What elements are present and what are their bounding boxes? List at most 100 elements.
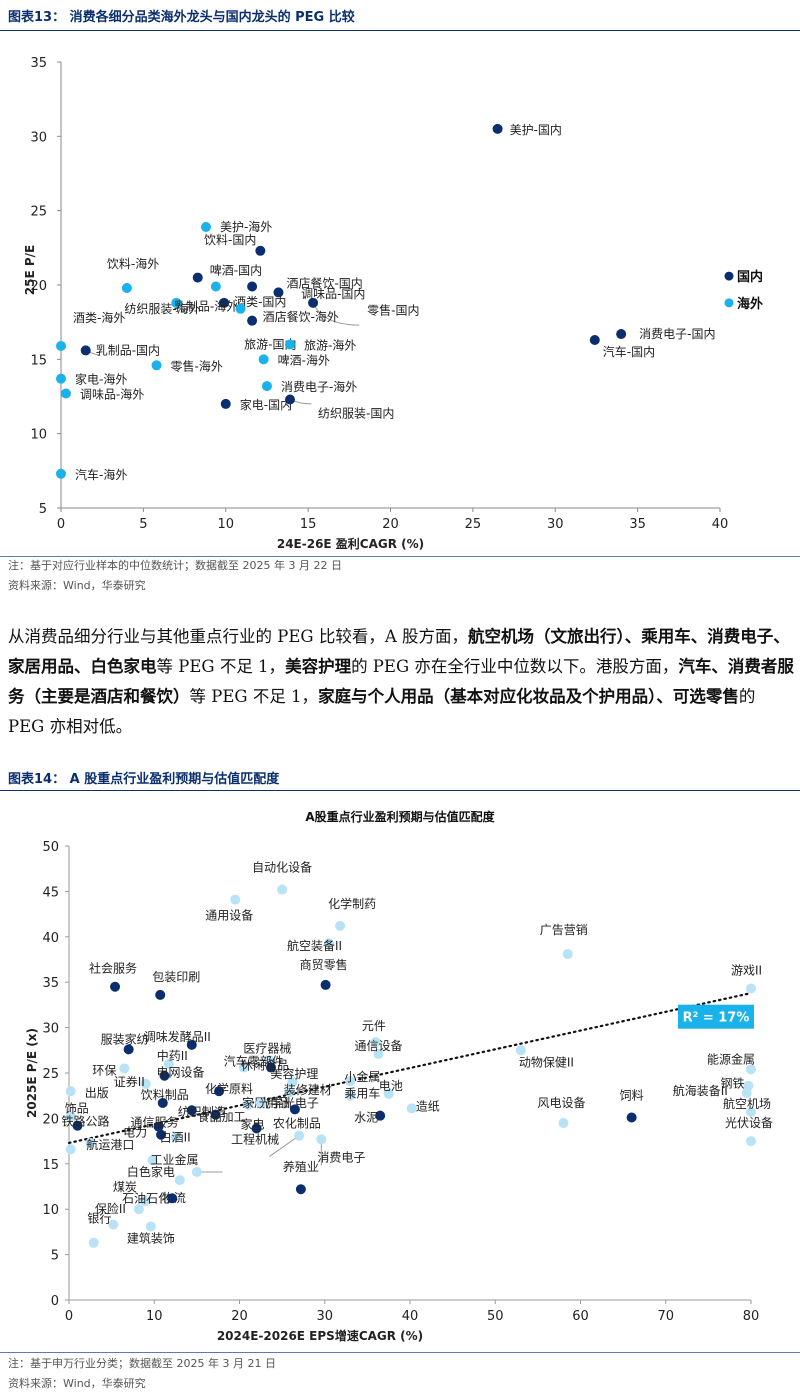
industry-label: 水泥 [354, 1111, 378, 1125]
industry-label: 航海装备II [673, 1083, 728, 1098]
industry-point [406, 1103, 417, 1114]
domestic-point [273, 287, 284, 298]
point-label: 啤酒-国内 [210, 263, 262, 278]
industry-point [186, 1105, 197, 1116]
y-tick-label: 10 [42, 1203, 59, 1218]
figure-13-note: 注：基于对应行业样本的中位数统计；数据截至 2025 年 3 月 22 日 [8, 559, 342, 572]
y-tick-label: 0 [51, 1294, 59, 1309]
domestic-point [589, 335, 600, 346]
point-label: 消费电子-海外 [281, 379, 357, 394]
x-tick-label: 0 [57, 517, 65, 532]
domestic-point [220, 398, 231, 409]
para-text-3: 的 PEG 亦在全行业中位数以下。港股方面， [351, 657, 679, 676]
industry-label: 消费电子 [317, 1150, 365, 1164]
y-tick-label: 30 [30, 130, 47, 145]
point-label: 乳制品-国内 [96, 343, 160, 357]
point-label: 调味品-海外 [80, 387, 144, 402]
figure-14-title: 图表14： A 股重点行业盈利预期与估值匹配度 [8, 772, 280, 787]
industry-point [88, 1237, 99, 1248]
industry-label: 煤炭 [113, 1180, 137, 1194]
x-tick-label: 25 [465, 517, 482, 532]
legend-overseas-marker [724, 298, 734, 308]
industry-label: 保险II [95, 1201, 126, 1216]
x-tick-label: 10 [146, 1309, 163, 1324]
industry-label: 商贸零售 [300, 957, 348, 972]
ashare-pe-vs-growth-chart: A股重点行业盈利预期与估值匹配度 0 5 10 15 20 25 30 35 40 45 50 0 10 2… [25, 809, 773, 1343]
domestic-point [80, 345, 91, 356]
x-tick-label: 30 [547, 517, 564, 532]
industry-point [746, 983, 756, 994]
point-label: 零售-海外 [171, 358, 223, 373]
y-axis-title: 25E P/E [23, 245, 37, 295]
industry-point [133, 1204, 144, 1215]
point-label: 美护-海外 [220, 219, 272, 234]
trend-line [67, 991, 753, 1145]
industry-label: 风电设备 [537, 1096, 585, 1110]
industry-point [746, 1107, 756, 1118]
point-label: 消费电子-国内 [639, 327, 715, 341]
figure-14-bottom-rule [0, 1352, 800, 1353]
industry-label: 家居用品 [242, 1095, 290, 1110]
industry-label: 化学原料 [205, 1081, 253, 1096]
figure-13-top-rule [0, 30, 800, 31]
point-label: 饮料-国内 [204, 233, 256, 247]
industry-label: 饲料 [620, 1088, 644, 1102]
industry-label: 饰品 [65, 1102, 89, 1116]
domestic-point [192, 272, 203, 283]
industry-point [140, 1078, 151, 1089]
para-bold-2: 美容护理 [285, 657, 352, 676]
x-tick-label: 35 [629, 517, 646, 532]
para-text-1: 从消费品细分行业与其他重点行业的 PEG 比较看，A 股方面， [8, 627, 468, 646]
industry-point [230, 894, 241, 905]
industry-point [110, 981, 121, 992]
x-tick-label: 80 [743, 1309, 760, 1324]
industry-label: 铁路公路 [62, 1114, 110, 1129]
y-tick-label: 15 [30, 353, 47, 368]
industry-point [746, 1136, 756, 1147]
x-tick-label: 60 [572, 1309, 589, 1324]
industry-label: 游戏II [731, 964, 762, 978]
point-label: 酒类-海外 [73, 310, 125, 325]
domestic-point [247, 315, 258, 326]
industry-point [335, 920, 346, 931]
overseas-point [285, 339, 296, 350]
industry-point [238, 1062, 249, 1073]
industry-point [145, 1221, 156, 1232]
industry-point [345, 1090, 356, 1101]
industry-label: 通用设备 [205, 909, 253, 923]
y-tick-label: 10 [30, 428, 47, 443]
industry-point [147, 1155, 158, 1166]
para-bold-3: 汽车、消费者服务（主要是酒店和餐饮） [8, 657, 794, 706]
y-tick-label: 15 [42, 1158, 59, 1173]
y-tick-label: 25 [42, 1067, 59, 1082]
para-text-4: 等 PEG 不足 1， [189, 687, 319, 706]
leader-line [269, 1135, 300, 1157]
overseas-point [258, 354, 269, 365]
industry-point [85, 1137, 96, 1148]
industry-point [324, 938, 335, 949]
industry-point [167, 1193, 178, 1204]
overseas-point [56, 340, 66, 351]
industry-point [746, 1064, 756, 1075]
industry-label: 休闲食品 [241, 1058, 289, 1073]
industry-point [255, 1097, 266, 1108]
industry-label: 养殖业 [283, 1159, 319, 1174]
industry-label: 银行 [87, 1212, 111, 1226]
x-tick-label: 70 [657, 1309, 674, 1324]
industry-label: 食品加工 [198, 1109, 246, 1124]
industry-point [186, 1039, 197, 1050]
industry-point [108, 1219, 119, 1230]
y-tick-label: 50 [42, 840, 59, 855]
point-label: 乳制品-海外 [174, 298, 238, 313]
industry-point [320, 979, 331, 990]
figure-13-title: 图表13： 消费各细分品类海外龙头与国内龙头的 PEG 比较 [8, 10, 355, 25]
x-tick-label: 5 [139, 517, 147, 532]
industry-point [266, 1062, 277, 1073]
overseas-point [210, 281, 221, 292]
overseas-point [56, 468, 66, 479]
industry-point [277, 884, 288, 895]
point-label: 家电-海外 [75, 372, 127, 387]
industry-label: 服装家纺 [101, 1031, 149, 1046]
industry-label: 广告营销 [540, 923, 588, 937]
